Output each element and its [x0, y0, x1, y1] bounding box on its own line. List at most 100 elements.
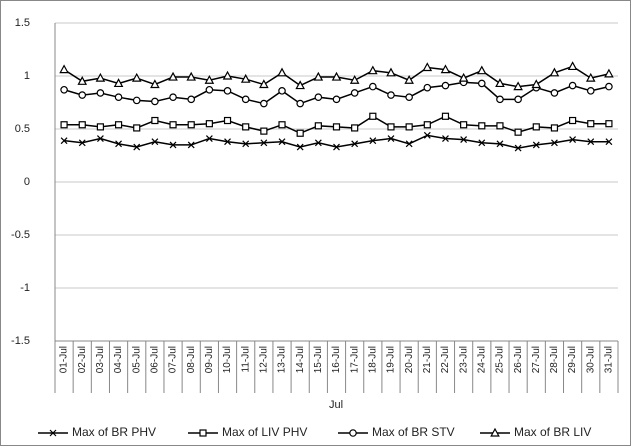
data-point	[241, 95, 250, 104]
y-tick-label: 1.5	[15, 17, 30, 29]
data-point	[568, 81, 577, 90]
data-point	[387, 123, 395, 131]
data-point	[131, 72, 142, 82]
x-tick-label: 09-Jul	[204, 346, 215, 373]
data-point	[476, 65, 487, 75]
data-point	[478, 122, 486, 130]
x-tick-label: 06-Jul	[150, 346, 161, 373]
data-point	[187, 95, 196, 104]
data-point	[60, 85, 68, 94]
legend-label: Max of BR PHV	[72, 425, 156, 439]
data-point	[368, 65, 378, 75]
y-tick-label: -0.5	[11, 229, 30, 241]
x-tick-label: 14-Jul	[295, 346, 306, 373]
data-point	[133, 124, 141, 132]
x-axis-label: Jul	[329, 399, 343, 411]
data-point	[205, 85, 214, 94]
data-point	[495, 78, 505, 88]
x-tick-label: 24-Jul	[476, 346, 487, 373]
data-point	[496, 122, 504, 130]
data-point	[514, 128, 522, 136]
data-point	[387, 135, 395, 142]
data-point	[605, 138, 613, 146]
data-point	[169, 121, 177, 129]
x-tick-label: 17-Jul	[349, 346, 360, 373]
x-tick-label: 11-Jul	[240, 346, 251, 373]
data-point	[60, 121, 68, 129]
data-point	[296, 143, 304, 151]
data-point	[260, 127, 268, 135]
data-point	[478, 139, 486, 147]
x-tick-label: 01-Jul	[59, 346, 70, 373]
data-point	[223, 116, 232, 125]
data-point	[59, 64, 69, 74]
x-tick-label: 20-Jul	[404, 346, 415, 373]
data-point	[205, 135, 213, 142]
data-point	[350, 89, 359, 97]
legend-label: Max of BR LIV	[514, 425, 591, 439]
data-point	[442, 135, 449, 142]
data-point	[314, 139, 322, 147]
data-point	[441, 81, 450, 90]
data-point	[423, 131, 431, 139]
data-point	[278, 138, 286, 146]
data-point	[423, 121, 431, 129]
data-point	[314, 122, 322, 130]
data-point	[587, 120, 595, 128]
data-point	[278, 87, 286, 95]
data-point	[169, 141, 177, 149]
data-point	[460, 136, 468, 144]
x-tick-label: 08-Jul	[186, 346, 197, 373]
data-point	[187, 121, 195, 129]
y-tick-label: -1.5	[11, 335, 30, 347]
data-point	[240, 73, 251, 83]
x-tick-label: 13-Jul	[277, 346, 288, 373]
x-tick-label: 04-Jul	[113, 346, 124, 373]
x-tick-label: 07-Jul	[168, 346, 179, 373]
data-point	[78, 121, 86, 129]
data-point	[331, 71, 342, 81]
data-point	[351, 124, 359, 132]
x-tick-label: 26-Jul	[513, 346, 524, 373]
data-point	[532, 141, 540, 149]
data-point	[222, 70, 233, 80]
data-point	[550, 124, 559, 132]
data-point	[313, 71, 324, 81]
data-point	[259, 79, 269, 89]
data-point	[549, 67, 560, 77]
data-point	[568, 116, 577, 125]
x-tick-label: 28-Jul	[549, 346, 560, 373]
data-point	[96, 123, 105, 131]
data-point	[205, 120, 213, 128]
data-point	[133, 143, 141, 151]
x-tick-label: 16-Jul	[331, 346, 342, 373]
data-point	[150, 79, 160, 89]
data-point	[223, 87, 232, 95]
data-point	[114, 93, 123, 102]
legend-marker	[349, 429, 357, 437]
data-point	[296, 99, 304, 108]
data-point	[441, 112, 450, 120]
data-point	[460, 121, 468, 129]
y-tick-label: 1	[24, 70, 30, 82]
x-tick-label: 29-Jul	[567, 346, 578, 373]
data-point	[96, 135, 104, 142]
data-point	[96, 89, 105, 97]
data-point	[458, 72, 469, 82]
x-tick-label: 12-Jul	[258, 346, 269, 373]
data-point	[513, 81, 523, 91]
data-point	[514, 144, 522, 152]
x-tick-label: 18-Jul	[367, 346, 378, 373]
x-tick-label: 23-Jul	[458, 346, 469, 373]
data-point	[405, 93, 413, 102]
data-point	[187, 141, 195, 149]
data-point	[186, 71, 197, 81]
x-tick-label: 03-Jul	[95, 346, 106, 373]
legend-label: Max of BR STV	[372, 425, 455, 439]
data-point	[151, 138, 159, 146]
data-point	[77, 76, 88, 85]
data-point	[242, 140, 250, 148]
data-point	[169, 93, 177, 102]
x-tick-label: 19-Jul	[386, 346, 397, 373]
